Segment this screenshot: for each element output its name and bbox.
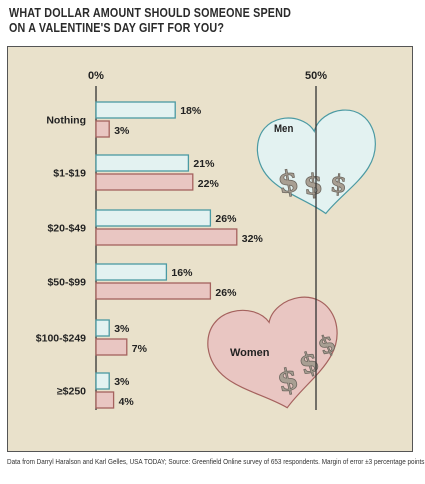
men-bar [95, 209, 212, 227]
category-label: $50-$99 [47, 277, 86, 289]
women-value-label: 22% [198, 178, 220, 190]
category-label: $1-$19 [53, 168, 86, 180]
women-bar [95, 173, 194, 191]
men-bar [95, 372, 110, 390]
women-bar [95, 338, 128, 356]
category-label: $20-$49 [47, 223, 86, 235]
title-line-2: ON A VALENTINE'S DAY GIFT FOR YOU? [9, 21, 225, 35]
women-value-label: 3% [114, 125, 130, 137]
women-value-label: 32% [242, 233, 264, 245]
women-value-label: 7% [132, 343, 148, 355]
tick-label: 0% [88, 70, 104, 82]
title-line-1: WHAT DOLLAR AMOUNT SHOULD SOMEONE SPEND [9, 6, 292, 20]
footnote: Data from Darryl Haralson and Karl Gelle… [7, 457, 425, 466]
category-label: ≥$250 [57, 386, 86, 398]
men-bar [95, 101, 176, 119]
legend-women-label: Women [230, 347, 270, 359]
women-bar [95, 228, 238, 246]
men-bar [95, 319, 110, 337]
women-bar [95, 282, 212, 300]
men-bar [95, 154, 190, 172]
men-value-label: 18% [180, 105, 202, 117]
women-value-label: 26% [215, 287, 237, 299]
dollar-sign-icon: $ [302, 167, 324, 201]
men-value-label: 3% [114, 323, 130, 335]
dollar-sign-icon: $ [329, 168, 348, 198]
women-value-label: 4% [119, 396, 135, 408]
category-label: Nothing [46, 115, 86, 127]
men-bar [95, 263, 168, 281]
men-value-label: 21% [193, 158, 215, 170]
men-value-label: 3% [114, 376, 130, 388]
men-heart-icon [256, 109, 376, 215]
men-value-label: 26% [215, 213, 237, 225]
legend-men-label: Men [274, 124, 293, 136]
men-value-label: 16% [171, 267, 193, 279]
women-bar [95, 391, 115, 409]
chart-title: WHAT DOLLAR AMOUNT SHOULD SOMEONE SPEND … [9, 6, 362, 36]
category-label: $100-$249 [36, 333, 86, 345]
tick-label: 50% [305, 70, 327, 82]
women-bar [95, 120, 110, 138]
